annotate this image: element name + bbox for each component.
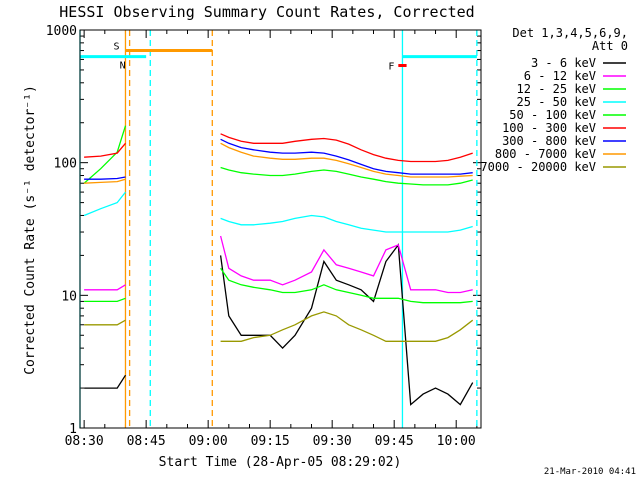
series-line xyxy=(84,142,126,158)
series-line xyxy=(84,374,127,389)
legend-label: 100 - 300 keV xyxy=(502,121,596,135)
series-line xyxy=(83,125,127,184)
legend-label: 50 - 100 keV xyxy=(509,108,596,122)
y-tick-label: 100 xyxy=(54,157,77,172)
series-line xyxy=(84,178,126,184)
x-tick-label: 09:45 xyxy=(375,434,414,449)
legend-label: 800 - 7000 keV xyxy=(495,147,596,161)
legend-label: 25 - 50 keV xyxy=(517,95,596,109)
y-tick-label: 1000 xyxy=(46,24,77,39)
x-axis-label: Start Time (28-Apr-05 08:29:02) xyxy=(159,455,402,470)
y-tick-label: 1 xyxy=(69,422,77,437)
tick-label-layer: 1 10 100 1000 08:30 08:45 09:00 09:15 09:30 09:45… xyxy=(46,24,476,449)
legend-label: 300 - 800 keV xyxy=(502,134,596,148)
series-line xyxy=(220,267,473,304)
flag-label: S xyxy=(113,42,119,53)
legend-header-line2: Att 0 xyxy=(592,39,628,53)
x-tick-label: 10:00 xyxy=(437,434,476,449)
series-line xyxy=(220,142,473,178)
series-line xyxy=(220,133,473,163)
legend-label: 12 - 25 keV xyxy=(517,82,596,96)
series-line xyxy=(84,284,126,291)
x-tick-label: 09:30 xyxy=(313,434,352,449)
axes-layer xyxy=(80,30,481,429)
flag-label: N xyxy=(120,61,126,72)
series-line xyxy=(83,191,127,217)
y-axis-label: Corrected Count Rate (s⁻¹ detector⁻¹) xyxy=(23,85,38,375)
legend-label: 7000 - 20000 keV xyxy=(480,160,596,174)
legend-label: 3 - 6 keV xyxy=(531,56,596,70)
series-line xyxy=(219,235,473,294)
series-line xyxy=(220,166,473,186)
series-line xyxy=(220,311,474,342)
series-line xyxy=(220,138,473,175)
series-line xyxy=(84,297,126,303)
series-line xyxy=(84,319,126,326)
flag-bar-layer: SN F xyxy=(80,42,477,73)
flag-label: F xyxy=(388,62,394,73)
generated-timestamp: 21-Mar-2010 04:41 xyxy=(544,467,636,477)
chart-title: HESSI Observing Summary Count Rates, Cor… xyxy=(59,3,474,21)
series-layer xyxy=(83,125,474,406)
series-line xyxy=(220,214,473,233)
series-line xyxy=(219,243,474,406)
legend-header-line1: Det 1,3,4,5,6,9, xyxy=(512,26,628,40)
x-tick-label: 08:30 xyxy=(65,434,104,449)
legend-label: 6 - 12 keV xyxy=(524,69,596,83)
time-marker-layer xyxy=(79,30,478,428)
series-line xyxy=(84,176,126,180)
x-tick-label: 08:45 xyxy=(127,434,166,449)
plot-frame xyxy=(79,29,482,429)
x-tick-label: 09:15 xyxy=(251,434,290,449)
y-tick-label: 10 xyxy=(61,289,77,304)
x-tick-label: 09:00 xyxy=(189,434,228,449)
